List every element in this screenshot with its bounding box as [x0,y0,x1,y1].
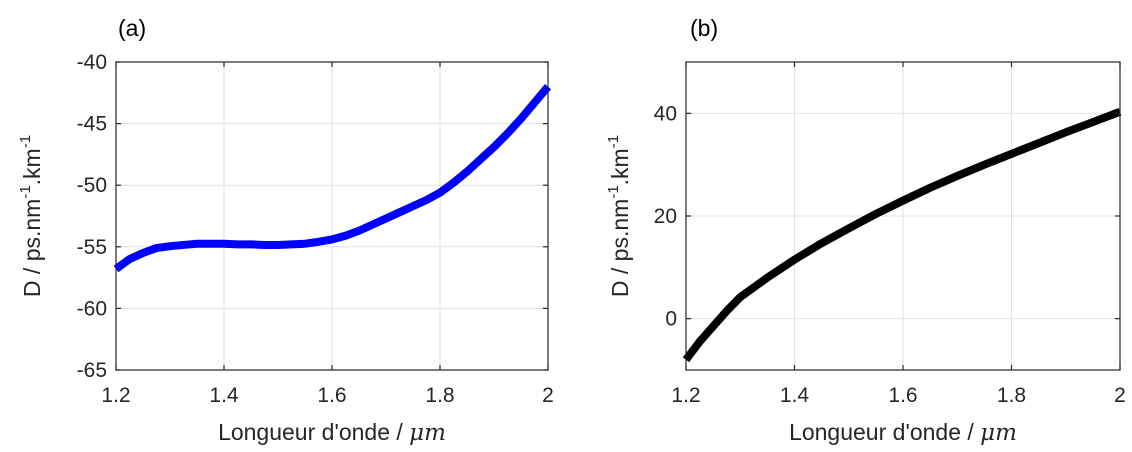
x-tick-label: 1.2 [101,384,130,407]
x-tick-label: 2 [542,384,554,407]
x-axis-label: Longueur d'onde / μm [789,419,1017,446]
y-axis-label: D / ps.nm-1.km-1 [17,135,45,297]
x-tick-label: 1.2 [671,384,700,407]
y-tick-label: -45 [77,113,107,136]
y-axis-label-sup: -1 [605,185,622,198]
x-axis-label-text: Longueur d'onde / [789,419,980,445]
chart-panel-a: 1.2 1.4 1.6 1.8 2 -65 -60 -55 -50 -45 -40 Longueur … [17,15,554,446]
y-axis-label-text: D / ps.nm [19,199,45,297]
y-tick-label: -65 [77,359,107,382]
y-tick-label: -55 [77,236,107,259]
x-tick-label: 1.8 [997,384,1026,407]
y-axis-label-sup: -1 [17,135,34,148]
x-axis-label-text: Longueur d'onde / [218,419,409,445]
x-tick-label: 2 [1114,384,1126,407]
x-tick-label: 1.6 [888,384,917,407]
y-tick-label: -60 [77,297,107,320]
x-tick-label: 1.6 [317,384,346,407]
y-axis-label: D / ps.nm-1.km-1 [605,135,633,297]
y-tick-label: -40 [77,51,107,74]
y-axis-label-text: D / ps.nm [607,199,633,297]
y-tick-label: -50 [77,174,107,197]
y-axis-label-mid: .km [607,148,633,185]
x-tick-label: 1.4 [209,384,239,407]
x-tick-label: 1.4 [780,384,810,407]
y-axis-label-mid: .km [19,148,45,185]
panel-label: (b) [690,15,718,41]
x-axis-label: Longueur d'onde / μm [218,419,446,446]
series-line [113,84,552,273]
y-tick-label: 0 [665,308,677,331]
x-tick-label: 1.8 [425,384,454,407]
y-axis-label-sup: -1 [605,135,622,148]
y-tick-label: 40 [654,102,677,125]
y-axis-label-sup: -1 [17,185,34,198]
x-axis-label-unit: μm [409,420,446,446]
series-line [682,108,1122,363]
y-tick-label: 20 [654,205,677,228]
x-axis-label-unit: μm [980,420,1017,446]
panel-label: (a) [118,15,146,41]
